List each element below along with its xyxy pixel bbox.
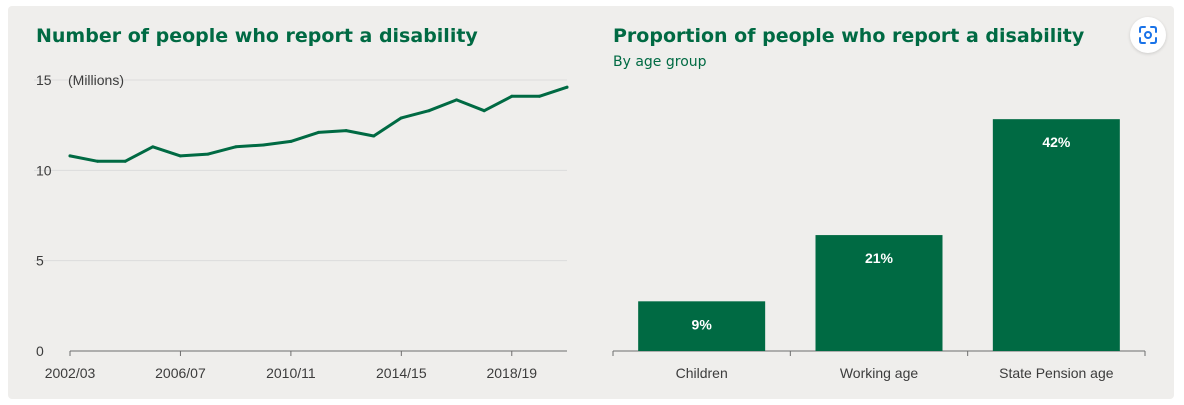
data-point [96,159,100,163]
data-point [372,134,376,138]
x-tick-label: 2014/15 [376,365,427,381]
data-point [482,109,486,113]
data-point [234,145,238,149]
data-point [565,85,569,89]
y-tick-label: 10 [36,162,52,178]
data-point [206,152,210,156]
x-tick-label: Working age [840,365,919,381]
y-tick-label: 0 [36,343,44,359]
data-point [317,130,320,134]
bar [815,235,943,351]
lens-scan-button[interactable] [1130,17,1166,53]
x-tick-label: 2018/19 [486,365,537,381]
data-point [289,139,293,143]
line-chart-title: Number of people who report a disability [36,25,478,47]
x-tick-label: 2002/03 [45,365,96,381]
data-point [344,129,348,133]
x-tick-label: State Pension age [999,365,1114,381]
data-point [537,94,541,98]
bar [638,301,766,351]
bar-data-label: 21% [865,250,894,266]
data-point [399,116,403,120]
data-point [178,154,182,158]
chart-panel [8,6,1174,399]
data-point [151,145,155,149]
data-point [427,109,431,113]
y-unit-label: (Millions) [68,72,124,88]
bar-data-label: 9% [692,316,713,332]
data-point [68,154,72,158]
x-tick-label: 2006/07 [155,365,206,381]
y-tick-label: 5 [36,253,44,269]
y-tick-label: 15 [36,72,52,88]
bar-chart-title: Proportion of people who report a disabi… [613,25,1085,47]
lens-scan-icon [1139,26,1157,44]
data-point [510,94,514,98]
data-point [261,143,265,147]
data-point [455,98,459,102]
bar-data-label: 42% [1042,134,1071,150]
x-tick-label: 2010/11 [266,365,316,381]
bar [992,119,1120,351]
data-point [123,159,127,163]
x-tick-label: Children [676,365,728,381]
bar-chart-subtitle: By age group [613,54,707,70]
